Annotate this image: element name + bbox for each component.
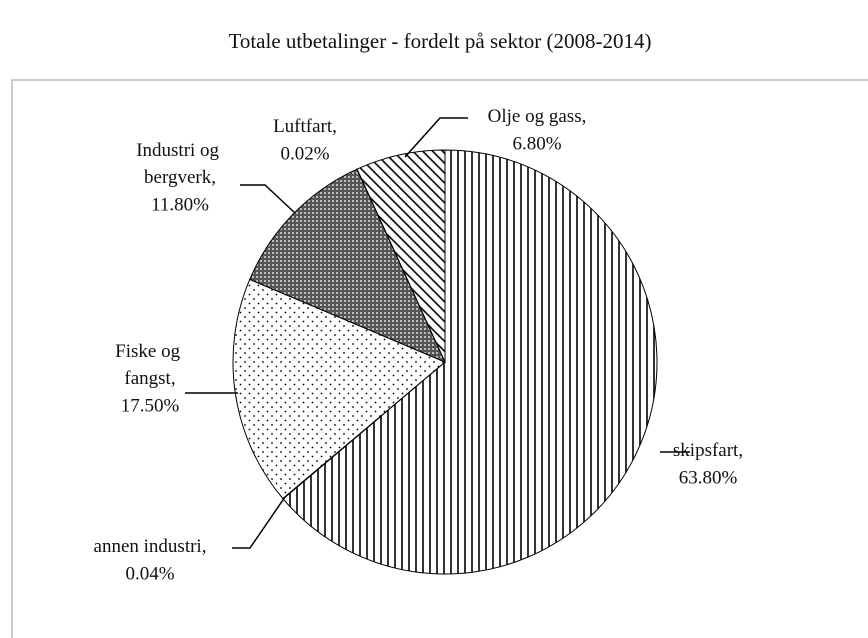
pie-slice — [356, 149, 446, 363]
leader-line — [232, 496, 286, 549]
slice-label: Fiske og fangst, — [115, 341, 185, 389]
slice-label: Industri og bergverk, — [136, 140, 224, 188]
value-label: 17.50% — [121, 395, 180, 416]
value-label: 11.80% — [151, 194, 209, 215]
plot-frame — [11, 79, 868, 638]
value-label: 6.80% — [512, 133, 561, 154]
slice-label: annen industri, — [94, 536, 207, 557]
label-line: Industri og — [136, 140, 224, 161]
label-line: Fiske og — [115, 341, 185, 362]
value-label: 0.04% — [125, 563, 174, 584]
leader-line — [404, 117, 468, 158]
pie-slice — [249, 168, 446, 363]
leader-line — [240, 184, 296, 214]
value-label: 0.02% — [280, 143, 329, 164]
pie-slice — [282, 149, 658, 575]
chart-title: Totale utbetalinger - fordelt på sektor … — [228, 29, 651, 53]
slice-label: Olje og gass, — [488, 106, 587, 127]
label-line: skipsfart, — [673, 440, 743, 461]
slice-label: Luftfart, — [273, 116, 337, 137]
label-line: annen industri, — [94, 536, 207, 557]
slice-label: skipsfart, — [673, 440, 743, 461]
value-label: 63.80% — [679, 467, 738, 488]
label-line: fangst, — [124, 368, 175, 389]
label-line: Luftfart, — [273, 116, 337, 137]
label-line: bergverk, — [144, 167, 216, 188]
label-line: Olje og gass, — [488, 106, 587, 127]
